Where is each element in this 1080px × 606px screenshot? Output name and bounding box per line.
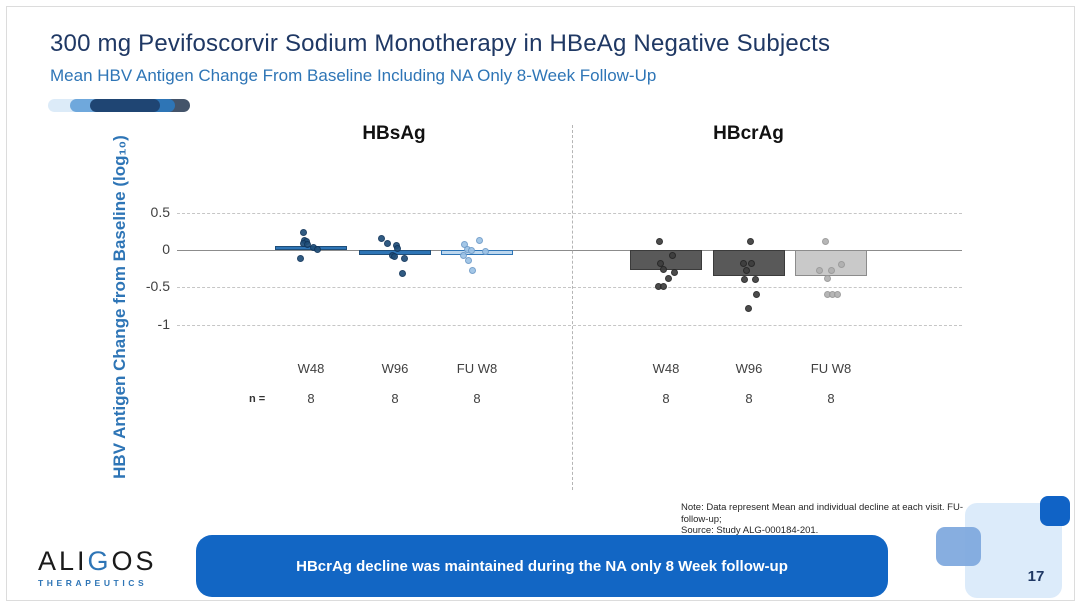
aligos-logo-g: G xyxy=(87,546,112,576)
scatter-dot xyxy=(821,237,829,245)
scatter-dot xyxy=(383,239,391,247)
category-label: W96 xyxy=(735,361,763,376)
grid-line xyxy=(177,212,962,214)
n-value: 8 xyxy=(473,391,481,406)
scatter-dot xyxy=(833,290,841,298)
scatter-dot xyxy=(655,237,663,245)
n-equals-label: n = xyxy=(249,393,266,405)
accent-gradient-bar xyxy=(48,99,190,112)
scatter-dot xyxy=(481,247,489,255)
n-value: 8 xyxy=(827,391,835,406)
scatter-dot xyxy=(668,252,676,260)
page-title: 300 mg Pevifoscorvir Sodium Monotherapy … xyxy=(50,30,831,57)
zero-line xyxy=(177,250,962,251)
footnote: Note: Data represent Mean and individual… xyxy=(681,502,981,537)
scatter-dot xyxy=(393,245,401,252)
scatter-dot xyxy=(670,268,678,276)
scatter-dot xyxy=(740,275,748,283)
scatter-dot xyxy=(837,260,845,268)
page-subtitle: Mean HBV Antigen Change From Baseline In… xyxy=(50,66,657,85)
grid-line xyxy=(177,287,962,289)
scatter-dot xyxy=(377,235,385,243)
scatter-dot xyxy=(313,245,321,253)
scatter-dot xyxy=(744,305,752,313)
decor-square-dark xyxy=(1040,496,1070,526)
grid-line xyxy=(177,324,962,326)
scatter-dot xyxy=(823,274,831,282)
scatter-dot xyxy=(659,265,667,273)
conclusion-banner-text: HBcrAg decline was maintained during the… xyxy=(296,557,788,575)
y-tick-label: -0.5 xyxy=(145,278,170,295)
scatter-dot xyxy=(390,253,398,261)
scatter-dot xyxy=(827,267,835,275)
panel-title: HBsAg xyxy=(362,123,426,144)
y-tick-label: 0.5 xyxy=(150,203,170,220)
scatter-dot xyxy=(398,269,406,277)
scatter-dot xyxy=(742,267,750,275)
page-number: 17 xyxy=(1027,568,1045,585)
y-tick-label: -1 xyxy=(157,315,170,332)
scatter-dot xyxy=(400,254,408,262)
scatter-dot xyxy=(664,274,672,282)
panel-title: HBcrAg xyxy=(713,123,784,144)
aligos-logo: ALIGOS THERAPEUTICS xyxy=(38,546,157,588)
bar xyxy=(441,250,513,256)
aligos-logo-subtitle: THERAPEUTICS xyxy=(38,578,148,588)
scatter-dot xyxy=(464,256,472,264)
n-value: 8 xyxy=(391,391,399,406)
scatter-dot xyxy=(747,259,755,267)
y-tick-label: 0 xyxy=(162,241,170,257)
panel-separator xyxy=(572,125,573,490)
scatter-dot xyxy=(459,251,467,259)
footnote-line2: Source: Study ALG-000184-201. xyxy=(681,525,819,536)
scatter-dot xyxy=(751,275,759,283)
n-value: 8 xyxy=(662,391,670,406)
conclusion-banner: HBcrAg decline was maintained during the… xyxy=(196,535,888,597)
scatter-dot xyxy=(303,240,311,248)
scatter-dot xyxy=(299,228,307,236)
category-label: W48 xyxy=(652,361,680,376)
scatter-dot xyxy=(746,237,754,245)
category-label: FU W8 xyxy=(456,361,498,376)
n-value: 8 xyxy=(745,391,753,406)
aligos-logo-wordmark: ALIGOS xyxy=(38,546,157,576)
accent-bar-segment xyxy=(90,99,160,112)
decor-square-medium xyxy=(936,527,981,566)
n-value: 8 xyxy=(307,391,315,406)
scatter-dot xyxy=(659,283,667,291)
scatter-dot xyxy=(467,246,475,254)
category-label: FU W8 xyxy=(810,361,852,376)
scatter-dot xyxy=(752,290,760,298)
scatter-dot xyxy=(296,254,304,262)
scatter-dot xyxy=(475,236,483,244)
category-label: W96 xyxy=(381,361,409,376)
category-label: W48 xyxy=(297,361,325,376)
footnote-line1: Note: Data represent Mean and individual… xyxy=(681,502,963,525)
scatter-dot xyxy=(815,267,823,275)
scatter-dot xyxy=(468,267,476,275)
scatter-dot xyxy=(739,259,747,267)
